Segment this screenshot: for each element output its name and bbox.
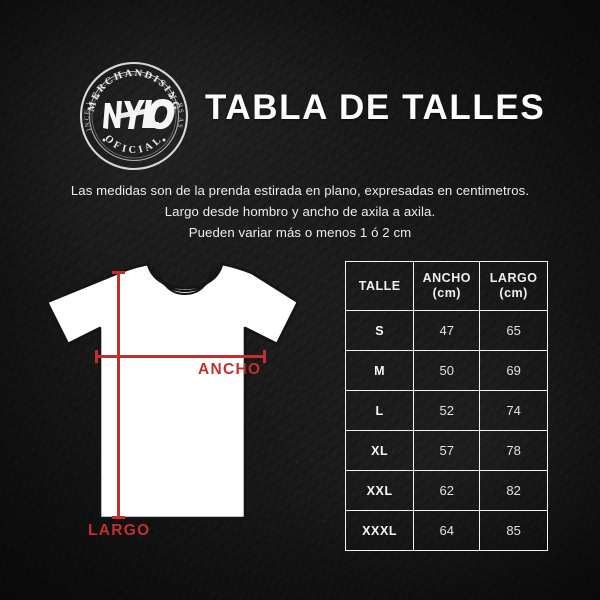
header-ancho: ANCHO (cm): [413, 261, 481, 311]
width-tick-left: [95, 350, 98, 363]
tshirt-diagram: [40, 258, 330, 548]
cell-ancho: 64: [413, 510, 481, 551]
cell-ancho: 62: [413, 470, 481, 511]
description-line-2: Largo desde hombro y ancho de axila a ax…: [164, 204, 436, 219]
table-row: M 50 69: [344, 350, 548, 391]
cell-talle: XXL: [344, 470, 415, 511]
svg-text:BS AS: BS AS: [176, 102, 185, 129]
table-row: XXL 62 82: [344, 470, 548, 511]
cell-ancho: 57: [413, 430, 481, 471]
header-largo-unit: (cm): [499, 286, 528, 300]
header-largo: LARGO (cm): [479, 261, 548, 311]
cell-largo: 85: [479, 510, 548, 551]
cell-largo: 82: [479, 470, 548, 511]
description-block: Las medidas son de la prenda estirada en…: [0, 180, 600, 243]
cell-talle: XXXL: [344, 510, 415, 551]
width-measure-line: [95, 355, 266, 358]
header-talle-main: TALLE: [358, 278, 401, 293]
tshirt-outline-icon: [45, 262, 300, 520]
cell-talle: S: [344, 310, 415, 351]
table-header-row: TALLE ANCHO (cm) LARGO (cm): [344, 261, 548, 311]
logo-arc-bottom: OFICIAL: [102, 133, 162, 156]
header-largo-main: LARGO: [489, 271, 538, 285]
length-measure-line: [117, 271, 120, 519]
cell-ancho: 50: [413, 350, 481, 391]
header-talle: TALLE: [344, 261, 415, 311]
length-tick-bottom: [112, 516, 125, 519]
cell-talle: L: [344, 390, 415, 431]
cell-talle: M: [344, 350, 415, 391]
brand-logo-badge: MERCHANDISING OFICIAL SINCE 11 BS AS: [78, 60, 190, 172]
width-measure-label: ANCHO: [198, 361, 262, 378]
length-measure-label: LARGO: [88, 522, 151, 539]
page-title: TABLA DE TALLES: [205, 88, 546, 127]
cell-talle: XL: [344, 430, 415, 471]
cell-ancho: 47: [413, 310, 481, 351]
cell-ancho: 52: [413, 390, 481, 431]
width-tick-right: [263, 350, 266, 363]
description-line-1: Las medidas son de la prenda estirada en…: [70, 183, 530, 198]
size-table: TALLE ANCHO (cm) LARGO (cm) S 47 65 M: [344, 261, 548, 551]
header-ancho-main: ANCHO: [422, 271, 471, 285]
cell-largo: 65: [479, 310, 548, 351]
table-row: L 52 74: [344, 390, 548, 431]
logo-wordmark: [103, 99, 175, 130]
table-row: XL 57 78: [344, 430, 548, 471]
svg-text:OFICIAL: OFICIAL: [102, 133, 165, 156]
table-row: S 47 65: [344, 310, 548, 351]
cell-largo: 74: [479, 390, 548, 431]
table-row: XXXL 64 85: [344, 510, 548, 551]
description-line-3: Pueden variar más o menos 1 ó 2 cm: [188, 225, 412, 240]
header-ancho-unit: (cm): [432, 286, 461, 300]
length-tick-top: [112, 271, 125, 274]
cell-largo: 69: [479, 350, 548, 391]
logo-right-text: BS AS: [176, 102, 183, 129]
cell-largo: 78: [479, 430, 548, 471]
